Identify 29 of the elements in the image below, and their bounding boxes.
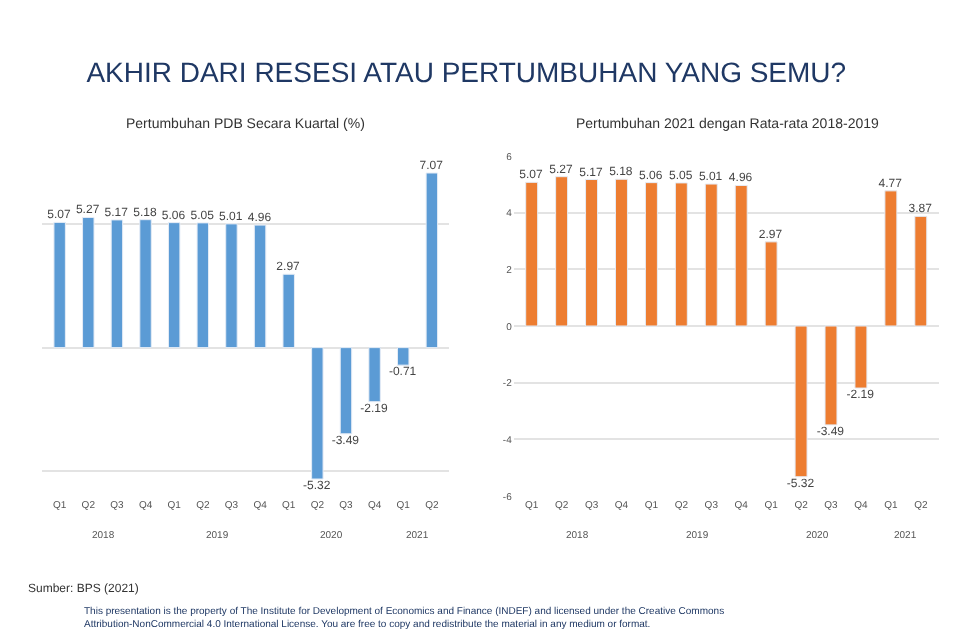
bar xyxy=(139,219,152,349)
bar xyxy=(225,223,238,349)
bar xyxy=(339,347,353,435)
bar xyxy=(167,222,181,349)
bar xyxy=(282,273,295,349)
bar xyxy=(585,179,599,327)
bar xyxy=(644,182,658,327)
bar xyxy=(196,222,210,349)
bar xyxy=(311,347,324,480)
bar xyxy=(854,325,868,389)
bar xyxy=(764,241,778,327)
bar xyxy=(425,172,439,349)
bar xyxy=(53,221,66,349)
bar xyxy=(110,219,124,349)
bar xyxy=(253,224,267,349)
bar xyxy=(615,178,628,327)
bar xyxy=(734,184,748,327)
bar xyxy=(704,183,718,327)
text: AKHIR DARI RESESI ATAU PERTUMBUHAN YANG SEMU? xyxy=(86,55,847,88)
bar xyxy=(397,347,410,366)
bar xyxy=(884,190,898,327)
bar xyxy=(525,181,539,327)
bar xyxy=(674,182,688,327)
bar xyxy=(368,347,381,403)
bar xyxy=(914,215,928,327)
bar xyxy=(794,325,808,478)
bar xyxy=(82,216,95,349)
bar xyxy=(555,176,569,327)
bar xyxy=(824,325,838,426)
